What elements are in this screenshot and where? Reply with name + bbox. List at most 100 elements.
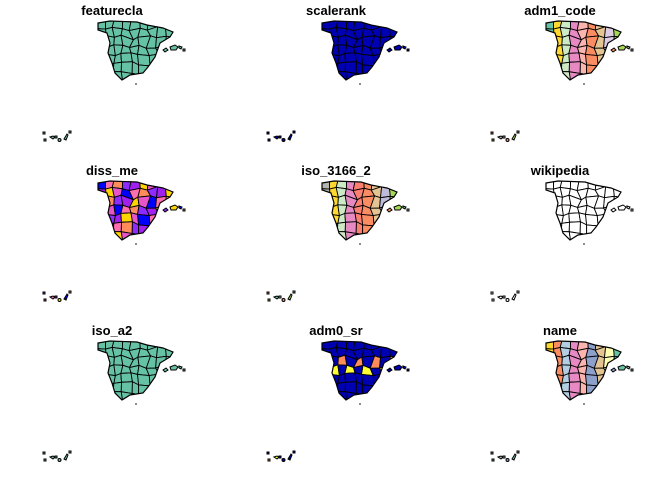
balearic-island [617,204,627,211]
province-polygon [593,391,606,400]
panel-title: adm0_sr [309,323,362,338]
balearic-island [626,45,631,50]
balearic-island [178,45,183,50]
canary-island [491,138,495,142]
province-polygon [388,54,397,65]
province-polygon [98,205,107,216]
canary-island [54,295,58,299]
panel-title: scalerank [306,3,367,18]
province-polygon [98,383,107,393]
province-polygon [593,71,606,80]
province-polygon [322,205,331,216]
province-polygon [546,365,555,376]
province-polygon [322,213,331,226]
balearic-island [610,207,617,213]
canary-island [54,455,58,459]
balearic-island [386,47,393,53]
balearic-island [630,208,634,212]
islet-dot [359,243,361,245]
balearic-island [162,367,169,373]
province-polygon [98,365,107,376]
province-polygon [120,212,133,223]
province-polygon [156,63,168,76]
province-polygon [156,181,166,188]
province-polygon [610,71,621,80]
province-polygon [329,69,339,80]
province-polygon [386,63,397,76]
province-polygon [380,63,392,76]
province-polygon [546,53,555,66]
province-polygon [612,181,621,190]
province-polygon [388,214,397,225]
province-polygon [568,372,581,383]
province-polygon [164,54,173,65]
province-polygon [369,231,382,240]
province-polygon [386,223,397,236]
province-polygon [98,223,107,233]
province-polygon [156,71,167,80]
map-panel-scalerank: scalerank [266,3,410,142]
province-polygon [156,21,166,28]
map-panel-iso-a2: iso_a2 [42,323,186,462]
map-panel-adm1-code: adm1_code [490,3,634,142]
province-polygon [164,374,173,385]
canary-island [63,453,69,461]
province-polygon [158,373,168,386]
canary-island [68,130,72,134]
canary-island [516,450,520,454]
province-polygon [369,391,382,400]
province-polygon [156,383,168,396]
province-polygon [546,355,555,370]
canary-island [287,293,293,301]
province-polygon [98,69,107,80]
canary-island [43,138,47,142]
balearic-island [402,205,407,210]
balearic-island [182,48,186,52]
canary-island [267,138,271,142]
province-polygon [344,52,357,63]
canary-island [491,458,495,462]
map-panel-adm0-sr: adm0_sr [266,323,410,462]
balearic-island [393,44,403,51]
province-polygon [604,231,615,240]
province-polygon [98,63,107,73]
canary-island [505,138,510,142]
province-polygon [380,341,390,348]
canary-island [502,135,506,139]
canary-island [490,291,494,295]
panel-title: iso_3166_2 [301,163,370,178]
canary-island [516,290,520,294]
province-polygon [612,214,621,225]
province-polygon [98,45,107,56]
canary-island [511,293,517,301]
province-polygon [546,229,555,240]
province-polygon [162,383,173,396]
province-polygon [145,391,158,400]
province-polygon [105,229,115,240]
panel-title: iso_a2 [92,323,132,338]
islet-dot [583,403,585,405]
balearic-island [630,48,634,52]
balearic-island [386,367,393,373]
province-polygon [322,69,331,80]
province-polygon [162,391,173,400]
province-polygon [612,54,621,65]
province-polygon [388,21,397,30]
balearic-island [169,44,179,51]
canary-island [272,455,280,460]
province-polygon [604,21,614,28]
mainland-outline [97,340,174,401]
province-polygon [585,213,599,227]
province-polygon [612,374,621,385]
canary-island [68,450,72,454]
islet-dot [135,243,137,245]
province-polygon [120,52,133,63]
balearic-island [406,208,410,212]
province-polygon [612,341,621,350]
province-polygon [344,372,357,383]
balearic-island [386,207,393,213]
map-panel-wikipedia: wikipedia [490,163,634,302]
province-polygon [612,21,621,30]
province-polygon [546,383,555,393]
